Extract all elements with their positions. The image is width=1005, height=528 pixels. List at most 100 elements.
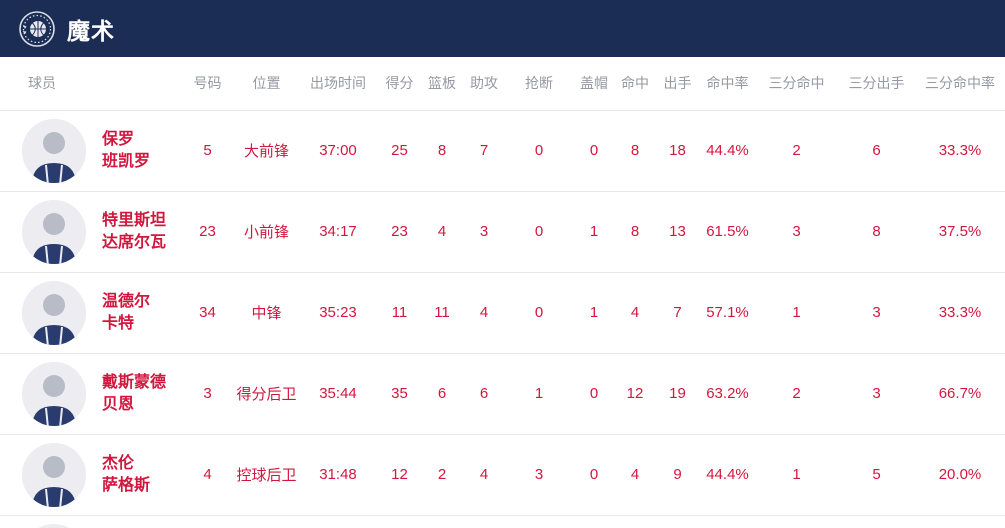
- stat-assists: 4: [479, 304, 489, 321]
- stat-points: 12: [391, 466, 408, 483]
- magic-team-logo-icon: [19, 10, 55, 47]
- stat-3p-pct: 20.0%: [938, 466, 982, 483]
- stat-minutes: 35:44: [319, 385, 357, 402]
- stat-fg-pct: 63.2%: [706, 385, 749, 402]
- player-stat-row: 保罗 班凯罗 5 大前锋 37:00 25 8 7 0 0 8 18 44.4%…: [0, 110, 1005, 191]
- stat-fgm: 12: [626, 385, 644, 402]
- col-header-position: 位置: [252, 75, 281, 92]
- col-header-blocks: 盖帽: [580, 75, 608, 92]
- col-header-number: 号码: [193, 75, 222, 92]
- stat-steals: 0: [534, 304, 544, 321]
- col-header-fg-pct: 命中率: [706, 75, 749, 92]
- stat-position: 控球后卫: [236, 467, 297, 484]
- stat-blocks: 0: [589, 385, 599, 402]
- stat-blocks: 1: [589, 304, 599, 321]
- stat-3pa: 6: [872, 142, 881, 159]
- stat-fgm: 4: [630, 466, 640, 483]
- col-header-points: 得分: [385, 75, 414, 92]
- player-avatar[interactable]: [22, 118, 86, 183]
- stat-fga: 7: [673, 304, 682, 321]
- stat-blocks: 0: [589, 142, 599, 159]
- stat-points: 23: [391, 223, 408, 240]
- stat-fg-pct: 57.1%: [706, 304, 749, 321]
- player-avatar[interactable]: [22, 361, 86, 426]
- player-name[interactable]: 杰伦 萨格斯: [102, 454, 151, 494]
- player-stat-row-partial: [0, 515, 1005, 528]
- stat-3p-pct: 37.5%: [938, 223, 982, 240]
- stat-3pa: 3: [872, 385, 881, 402]
- player-avatar[interactable]: [22, 199, 86, 264]
- stat-points: 35: [391, 385, 408, 402]
- stat-fg-pct: 61.5%: [706, 223, 749, 240]
- col-header-minutes: 出场时间: [310, 75, 366, 92]
- player-stat-row: 温德尔 卡特 34 中锋 35:23 11 11 4 0 1 4 7 57.1%…: [0, 272, 1005, 353]
- stat-fg-pct: 44.4%: [706, 142, 749, 159]
- stat-assists: 4: [479, 466, 489, 483]
- stat-assists: 7: [479, 142, 489, 159]
- stat-fg-pct: 44.4%: [706, 466, 749, 483]
- stat-rebounds: 4: [437, 223, 447, 240]
- stat-3p-pct: 66.7%: [938, 385, 982, 402]
- player-stat-row: 杰伦 萨格斯 4 控球后卫 31:48 12 2 4 3 0 4 9 44.4%…: [0, 434, 1005, 515]
- player-avatar[interactable]: [22, 442, 86, 507]
- col-header-rebounds: 篮板: [428, 75, 456, 92]
- stat-points: 25: [391, 142, 408, 159]
- stat-3pa: 3: [872, 304, 881, 321]
- stat-steals: 0: [534, 142, 544, 159]
- stat-fgm: 4: [630, 304, 640, 321]
- stat-fga: 13: [669, 223, 686, 240]
- player-name[interactable]: 特里斯坦 达席尔瓦: [102, 211, 167, 251]
- player-avatar[interactable]: [22, 280, 86, 345]
- stat-number: 5: [203, 142, 212, 159]
- stat-minutes: 31:48: [319, 466, 357, 483]
- stat-assists: 6: [479, 385, 489, 402]
- team-header-bar: 魔术: [0, 0, 1005, 57]
- stat-blocks: 0: [589, 466, 599, 483]
- stat-number: 23: [199, 223, 216, 240]
- stat-steals: 1: [534, 385, 544, 402]
- stat-3pm: 1: [792, 466, 801, 483]
- stat-3pa: 5: [872, 466, 881, 483]
- player-link[interactable]: 特里斯坦 达席尔瓦: [0, 199, 180, 264]
- stat-minutes: 34:17: [319, 223, 357, 240]
- player-stat-row: 特里斯坦 达席尔瓦 23 小前锋 34:17 23 4 3 0 1 8 13 6…: [0, 191, 1005, 272]
- stat-minutes: 35:23: [319, 304, 357, 321]
- stat-rebounds: 8: [437, 142, 447, 159]
- player-link[interactable]: 保罗 班凯罗: [0, 118, 180, 183]
- stat-position: 大前锋: [243, 143, 289, 160]
- stat-3pm: 2: [792, 142, 801, 159]
- stat-fga: 19: [669, 385, 686, 402]
- stat-number: 34: [199, 304, 216, 321]
- player-stat-row: 戴斯蒙德 贝恩 3 得分后卫 35:44 35 6 6 1 0 12 19 63…: [0, 353, 1005, 434]
- player-link[interactable]: [0, 523, 180, 528]
- stat-steals: 3: [534, 466, 544, 483]
- col-header-fga: 出手: [663, 75, 692, 92]
- boxscore-table: 球员 号码 位置 出场时间 得分 篮板 助攻 抢断 盖帽 命中 出手 命中率 三…: [0, 57, 1005, 528]
- stat-position: 得分后卫: [236, 386, 297, 403]
- player-name[interactable]: 戴斯蒙德 贝恩: [102, 373, 167, 413]
- col-header-3pa: 三分出手: [848, 75, 905, 92]
- stat-3p-pct: 33.3%: [938, 142, 982, 159]
- stat-points: 11: [391, 304, 408, 321]
- player-name[interactable]: 保罗 班凯罗: [102, 130, 151, 170]
- stat-rebounds: 6: [437, 385, 447, 402]
- player-link[interactable]: 戴斯蒙德 贝恩: [0, 361, 180, 426]
- column-header-row: 球员 号码 位置 出场时间 得分 篮板 助攻 抢断 盖帽 命中 出手 命中率 三…: [0, 57, 1005, 110]
- stat-fgm: 8: [630, 223, 640, 240]
- col-header-3p-pct: 三分命中率: [925, 75, 995, 92]
- col-header-3pm: 三分命中: [768, 75, 825, 92]
- stat-rebounds: 11: [434, 304, 450, 321]
- col-header-player: 球员: [28, 75, 56, 92]
- stat-position: 小前锋: [243, 224, 289, 241]
- stat-3p-pct: 33.3%: [938, 304, 982, 321]
- stat-steals: 0: [534, 223, 544, 240]
- stat-blocks: 1: [589, 223, 599, 240]
- stat-3pm: 3: [792, 223, 801, 240]
- team-title: 魔术: [67, 17, 115, 44]
- player-link[interactable]: 温德尔 卡特: [0, 280, 180, 345]
- player-name[interactable]: 温德尔 卡特: [102, 292, 151, 332]
- stat-assists: 3: [479, 223, 489, 240]
- player-link[interactable]: 杰伦 萨格斯: [0, 442, 180, 507]
- player-avatar[interactable]: [22, 523, 86, 528]
- stat-number: 3: [203, 385, 212, 402]
